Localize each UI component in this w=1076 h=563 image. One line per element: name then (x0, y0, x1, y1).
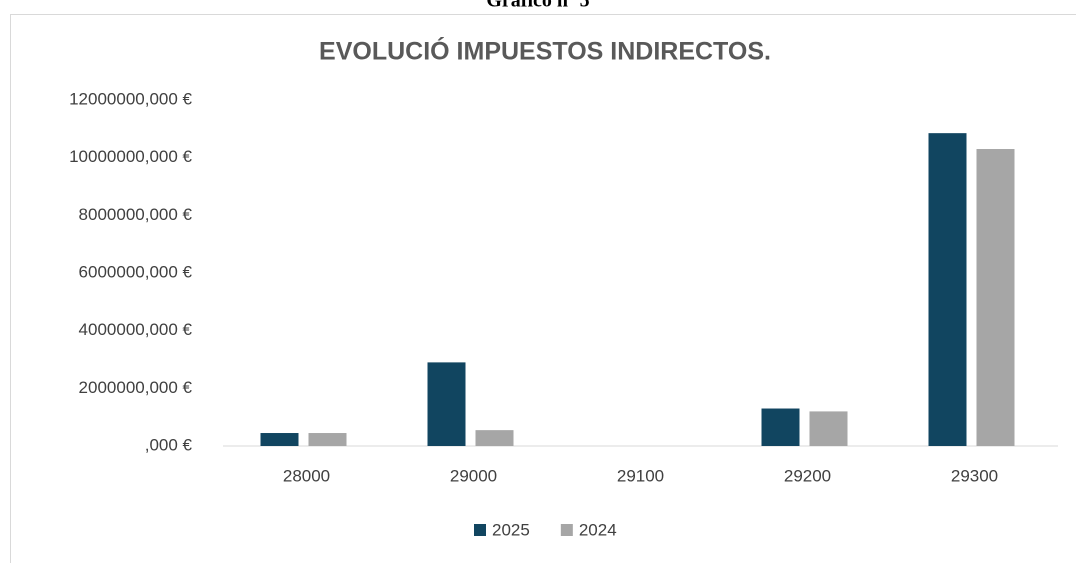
bar (308, 433, 347, 446)
y-tick-label: 12000000,000 € (69, 89, 192, 108)
bar (976, 149, 1015, 446)
y-tick-label: 2000000,000 € (79, 378, 193, 397)
legend-label: 2025 (492, 520, 530, 539)
x-tick-label: 29200 (784, 466, 831, 485)
document-caption: Gráfico nº 5 (486, 0, 589, 12)
bar (928, 133, 967, 447)
y-tick-label: ,000 € (145, 435, 193, 454)
bar (761, 408, 800, 446)
legend-swatch (474, 524, 486, 536)
x-tick-label: 28000 (283, 466, 330, 485)
bar (809, 411, 848, 446)
y-tick-label: 8000000,000 € (79, 205, 193, 224)
legend-swatch (560, 524, 573, 536)
chart-title: EVOLUCIÓ IMPUESTOS INDIRECTOS. (319, 36, 771, 66)
bar (427, 362, 466, 446)
bar (260, 433, 299, 446)
y-tick-label: 10000000,000 € (69, 147, 192, 166)
bar (475, 430, 514, 446)
legend-label: 2024 (579, 520, 617, 539)
chart-frame (10, 14, 1076, 563)
y-tick-label: 4000000,000 € (79, 320, 193, 339)
x-tick-label: 29100 (617, 466, 664, 485)
x-tick-label: 29300 (951, 466, 998, 485)
y-tick-label: 6000000,000 € (79, 262, 193, 281)
x-tick-label: 29000 (450, 466, 497, 485)
